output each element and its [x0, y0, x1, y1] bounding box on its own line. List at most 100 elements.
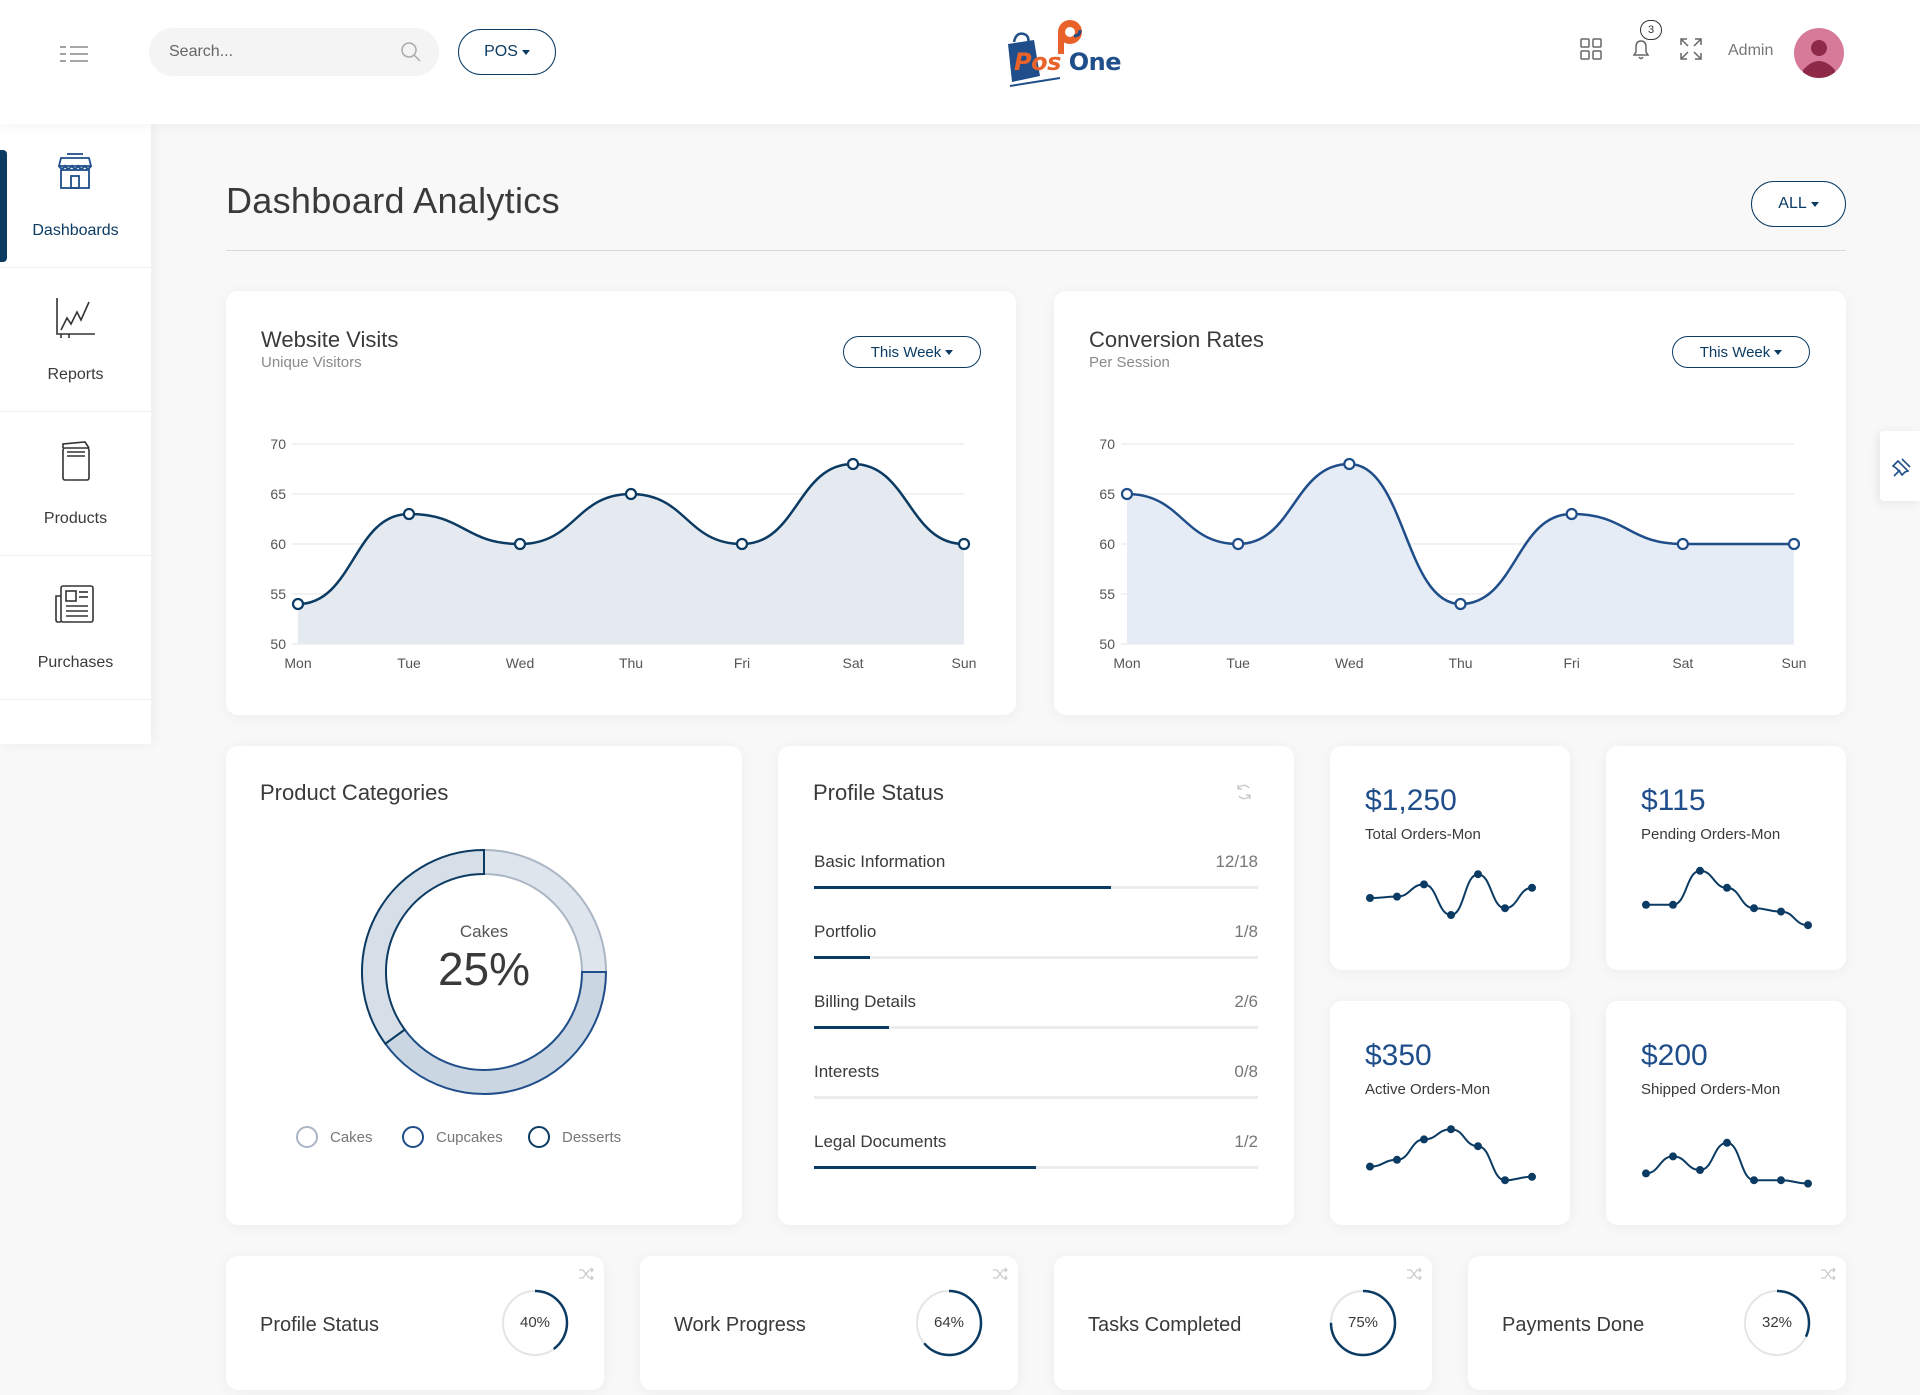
- ring-progress: [915, 1289, 983, 1357]
- progress-label: Billing Details: [814, 992, 917, 1011]
- sparkline-point: [1501, 904, 1509, 913]
- progress-card-title: Work Progress: [674, 1314, 806, 1336]
- legend-item-cupcakes[interactable]: Cupcakes: [402, 1124, 503, 1150]
- search-input[interactable]: [169, 28, 389, 76]
- progress-label: Legal Documents: [814, 1132, 947, 1151]
- divider: [226, 250, 1846, 251]
- x-tick-label: Mon: [284, 655, 311, 671]
- stat-label: Shipped Orders-Mon: [1641, 1081, 1781, 1098]
- pin-icon: [1891, 458, 1911, 477]
- data-point: [1676, 537, 1689, 551]
- progress-percent: 40%: [519, 1314, 551, 1331]
- sparkline-chart: [1366, 1125, 1536, 1185]
- range-dropdown[interactable]: This Week: [1672, 336, 1810, 368]
- shuffle-icon[interactable]: [1820, 1266, 1836, 1282]
- shipped-orders-card: $200 Shipped Orders-Mon: [1606, 1001, 1846, 1225]
- data-point: [1454, 597, 1467, 611]
- progress-track: [814, 886, 1258, 889]
- sparkline-point: [1642, 1169, 1650, 1178]
- card-title: Conversion Rates: [1089, 327, 1264, 352]
- ring-progress: [501, 1289, 569, 1357]
- admin-label[interactable]: Admin: [1728, 42, 1774, 59]
- pos-dropdown-button[interactable]: POS: [458, 29, 556, 75]
- progress-card-title: Tasks Completed: [1088, 1314, 1242, 1336]
- data-point: [1232, 537, 1245, 551]
- sidebar-item-dashboards[interactable]: Dashboards: [0, 124, 151, 268]
- card-title: Profile Status: [813, 780, 944, 805]
- bell-icon[interactable]: [1628, 36, 1654, 62]
- sidebar-item-products[interactable]: Products: [0, 412, 151, 556]
- pending-orders-card: $115 Pending Orders-Mon: [1606, 746, 1846, 970]
- x-tick-label: Thu: [1448, 655, 1472, 671]
- y-tick-label: 65: [1099, 486, 1115, 502]
- menu-icon[interactable]: [56, 42, 94, 66]
- sparkline-point: [1669, 1152, 1677, 1161]
- legend-item-cakes[interactable]: Cakes: [296, 1124, 373, 1150]
- fullscreen-icon[interactable]: [1678, 36, 1704, 62]
- donut-slice-desserts[interactable]: [361, 848, 485, 1046]
- sparkline-point: [1750, 1176, 1758, 1185]
- sparkline-point: [1447, 1125, 1455, 1134]
- pin-button[interactable]: [1880, 431, 1920, 501]
- legend-swatch: [402, 1126, 424, 1148]
- area-fill: [1127, 464, 1794, 644]
- card-title: Website Visits: [261, 327, 399, 352]
- progress-ring-graphic: [501, 1289, 569, 1357]
- sidebar-item-reports[interactable]: Reports: [0, 268, 151, 412]
- sparkline-point: [1474, 870, 1482, 879]
- progress-label: Interests: [814, 1062, 880, 1081]
- search-icon[interactable]: [399, 40, 423, 64]
- progress-ring: 75%: [1328, 1288, 1398, 1358]
- progress-value: 2/6: [1234, 992, 1258, 1011]
- stat-value: $115: [1641, 784, 1706, 817]
- card-subtitle: Per Session: [1089, 354, 1170, 371]
- stat-label: Active Orders-Mon: [1365, 1081, 1491, 1098]
- shuffle-icon[interactable]: [578, 1266, 594, 1282]
- legend-label: Desserts: [562, 1128, 622, 1146]
- visits-area-chart: 50 55 60 65 70 Mon Tue Wed Thu Fri Sat Sun: [270, 436, 976, 671]
- sidebar-item-purchases[interactable]: Purchases: [0, 556, 151, 700]
- sparkline-point: [1777, 907, 1785, 916]
- ring-progress: [1329, 1289, 1397, 1357]
- donut-center-value: 25%: [437, 943, 531, 995]
- stat-value: $1,250: [1365, 784, 1457, 817]
- sparkline-point: [1366, 1162, 1374, 1171]
- sparkline-point: [1804, 1179, 1812, 1188]
- legend-swatch: [296, 1126, 318, 1148]
- sparkline-chart: [1642, 1138, 1812, 1188]
- progress-card-title: Profile Status: [260, 1314, 379, 1336]
- all-filter-dropdown[interactable]: ALL: [1751, 181, 1846, 227]
- active-orders-card: $350 Active Orders-Mon: [1330, 1001, 1570, 1225]
- shuffle-icon[interactable]: [992, 1266, 1008, 1282]
- legend-label: Cupcakes: [436, 1128, 503, 1146]
- x-tick-label: Sat: [1672, 655, 1693, 671]
- category-donut-chart: [361, 848, 608, 1095]
- search-box: [149, 28, 439, 76]
- sidebar-item-label: Dashboards: [32, 222, 119, 239]
- all-filter-label: ALL: [1778, 195, 1807, 212]
- caret-down-icon: [945, 349, 954, 355]
- data-point: [624, 487, 638, 501]
- sparkline-line: [1645, 869, 1809, 927]
- conversion-area-chart: 50 55 60 65 70 Mon Tue Wed Thu Fri Sat Sun: [1099, 436, 1806, 671]
- shuffle-icon[interactable]: [1406, 1266, 1422, 1282]
- sparkline-point: [1750, 904, 1758, 913]
- profile-progress-row: Legal Documents 1/2: [814, 1132, 1258, 1192]
- avatar[interactable]: [1794, 28, 1844, 78]
- top-bar: POS Pos One 3 Admin: [0, 0, 1920, 124]
- stat-label: Pending Orders-Mon: [1641, 826, 1781, 843]
- card-title: Product Categories: [260, 780, 449, 805]
- logo-word-pos: Pos: [1014, 48, 1061, 76]
- profile-progress-row: Interests 0/8: [814, 1062, 1258, 1122]
- brand-logo[interactable]: [1000, 16, 1120, 90]
- refresh-icon[interactable]: [1234, 782, 1254, 802]
- legend-label: Cakes: [330, 1128, 373, 1146]
- sparkline-point: [1777, 1176, 1785, 1185]
- sidebar-item-label: Products: [43, 510, 108, 527]
- sparkline-point: [1528, 1172, 1536, 1181]
- work-progress-card: Work Progress 64%: [640, 1256, 1018, 1390]
- range-dropdown[interactable]: This Week: [843, 336, 981, 368]
- apps-grid-icon[interactable]: [1578, 36, 1604, 62]
- legend-item-desserts[interactable]: Desserts: [528, 1124, 621, 1150]
- y-tick-label: 50: [1099, 636, 1115, 652]
